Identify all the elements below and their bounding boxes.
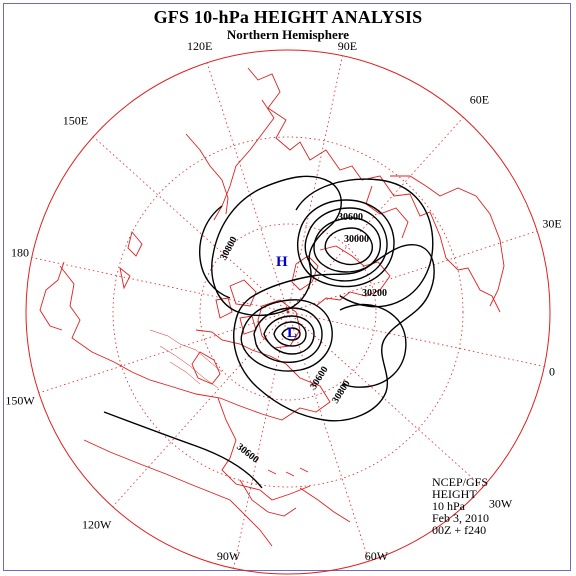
longitude-label-90e: 90E: [338, 39, 357, 53]
coastline-north-america: [59, 265, 331, 421]
info-forecast: 00Z + f240: [432, 523, 487, 537]
contour-low-2: [253, 307, 323, 363]
meridian-120e: [206, 62, 289, 313]
map-frame: [3, 3, 571, 571]
coastline-asia-interior: [213, 99, 275, 221]
contour-outer-ring: [233, 244, 435, 422]
meridian-90w: [233, 311, 289, 569]
longitude-label-30w: 30W: [489, 496, 513, 510]
meridian-90e: [287, 55, 343, 313]
contour-30600-inner: [296, 199, 395, 288]
contour-label-5: 30600: [308, 365, 331, 392]
state-lines: [149, 329, 223, 389]
contour-west-arc: [199, 205, 231, 299]
contour-low-outer: [240, 299, 333, 372]
contour-label-3: 30200: [362, 288, 387, 299]
meridian-150w: [38, 311, 289, 394]
coastline-central-america: [239, 479, 297, 517]
info-level: 10 hPa: [432, 499, 465, 513]
contour-label-1: 30600: [338, 212, 363, 223]
meridian-30e: [287, 230, 538, 313]
meridian-150e: [93, 136, 289, 313]
longitude-label-90w: 90W: [217, 549, 241, 563]
meridian-180: [31, 257, 289, 313]
meridian-60e: [287, 117, 464, 313]
coastline-pacific: [83, 439, 273, 547]
info-source: NCEP/GFS: [432, 475, 489, 489]
coastline-japan: [119, 231, 143, 290]
longitude-label-30e: 30E: [542, 217, 561, 231]
meridian-60w: [287, 311, 370, 562]
info-block: NCEP/GFS HEIGHT 10 hPa Feb 3, 2010 00Z +…: [432, 476, 489, 536]
coastline-arctic-islands: [215, 279, 257, 335]
contour-east-ring: [295, 178, 434, 308]
longitude-label-60e: 60E: [470, 92, 489, 106]
latitude-circle-30: [112, 136, 464, 488]
contour-30600-pacific: [103, 411, 263, 489]
info-variable: HEIGHT: [432, 487, 477, 501]
longitude-label-150w: 150W: [5, 393, 35, 407]
coastline-scandinavia: [291, 255, 319, 291]
longitude-labels: 90E 60E 30E 0 30W 60W 90W 120W 150W 180 150E 120E: [5, 39, 561, 563]
meridian-30w: [287, 311, 483, 488]
contour-30000: [324, 227, 373, 266]
high-center-symbol: H: [276, 254, 288, 270]
longitude-label-150e: 150E: [63, 114, 88, 128]
contour-30800-south: [339, 303, 407, 388]
meridian-120w: [112, 311, 289, 507]
coastline-middle-east: [365, 185, 409, 239]
longitude-label-180: 180: [11, 246, 29, 260]
contour-label-4: 30800: [218, 235, 239, 262]
meridian-0: [287, 311, 545, 367]
map-title: GFS 10-hPa HEIGHT ANALYSIS: [153, 7, 423, 27]
longitude-label-0: 0: [549, 364, 555, 378]
map-subtitle: Northern Hemisphere: [226, 27, 350, 42]
coastline-alaska: [39, 261, 65, 331]
longitude-label-120w: 120W: [82, 518, 112, 532]
contour-label-6: 30800: [330, 379, 353, 406]
longitude-label-60w: 60W: [365, 549, 389, 563]
contour-label-7: 30600: [234, 441, 260, 465]
height-contours: [103, 175, 435, 489]
contour-low-4: [273, 321, 307, 347]
coastlines: [39, 67, 505, 547]
info-date: Feb 3, 2010: [432, 511, 489, 525]
hemisphere-boundary: [25, 49, 551, 575]
coastline-eurasia: [247, 67, 501, 313]
contour-30200: [313, 217, 381, 273]
coastline-east-asia: [185, 133, 229, 215]
contour-30800-west: [211, 175, 342, 317]
contour-30400: [304, 207, 388, 282]
contour-label-2: 30000: [344, 234, 369, 245]
coastline-south-america: [299, 487, 351, 523]
latitude-circle-60: [199, 223, 377, 401]
longitude-label-120e: 120E: [187, 39, 212, 53]
coastline-hudson-bay: [191, 351, 221, 385]
contour-low-5: [281, 327, 301, 341]
contour-low-3: [263, 315, 315, 355]
meridian-lines: [31, 55, 545, 569]
coastline-caribbean: [267, 467, 309, 477]
contour-labels: 30600 30000 30200 30800 30600 30800 3060…: [218, 212, 387, 466]
low-center-symbol: L: [287, 325, 297, 341]
coastline-gulf: [217, 397, 311, 501]
coastline-europe: [315, 245, 391, 307]
coastline-africa: [390, 175, 505, 307]
